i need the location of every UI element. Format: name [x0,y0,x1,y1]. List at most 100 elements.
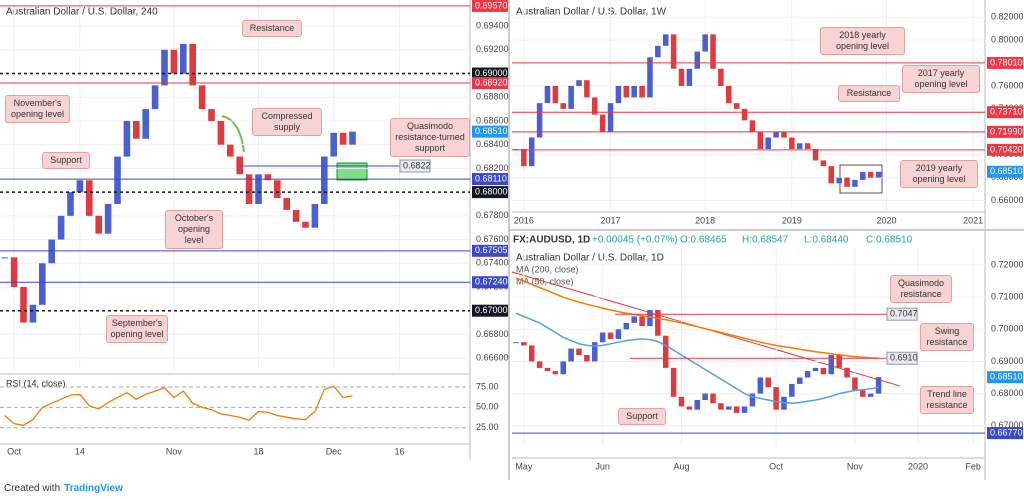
x-tick-label: 16 [394,446,404,456]
candle [789,383,795,397]
candle [607,103,614,132]
y-tick-label: 0.76000 [991,80,1024,90]
candle [330,132,337,157]
candle [236,156,243,175]
y-tick-label: 0.68600 [476,115,509,125]
annotation: Quasimodo resistance-turned support [390,118,470,157]
candle [560,361,567,375]
y-tick-label: 0.67600 [476,234,509,244]
ohlc-value: H:0.68547 [742,235,789,246]
candle [623,85,630,98]
candle [161,49,168,86]
candle [812,367,819,372]
x-tick-label: 14 [75,446,85,456]
charts: Australian Dollar / U.S. Dollar, 240 RSI… [0,0,1024,480]
rsi-label: RSI (14, close) [6,378,66,388]
annotation: Quasimodo resistance [890,275,952,303]
candle [189,43,196,86]
candle [592,342,598,362]
candle [860,171,866,180]
candle [576,348,582,356]
candle [292,209,300,222]
candle [552,371,559,375]
candle [789,137,795,149]
candle [757,131,764,149]
x-tick-label: 18 [253,446,263,456]
candle [670,367,677,397]
candle [245,174,253,204]
chart-title: Australian Dollar / U.S. Dollar, 1D [516,253,664,264]
candle [274,180,281,199]
candle [828,166,835,184]
candle [694,400,701,410]
chart-title: Australian Dollar / U.S. Dollar, 240 [6,7,158,18]
candle [568,85,574,109]
support-zone [336,162,368,181]
x-tick-label: 2020 [876,215,896,225]
candle [678,396,685,407]
candle [757,377,764,394]
change: +0.00045 (+0.07%) [592,235,678,246]
candle [302,221,309,228]
candle [804,143,811,149]
footer-brand: TradingView [64,483,123,494]
candle [820,160,827,167]
candle [647,57,653,98]
price-label-box [987,56,1023,69]
candle [749,120,756,132]
y-tick-label: 0.66800 [476,329,509,339]
candle [733,406,740,413]
price-label-box [987,165,1023,178]
candle [726,85,732,104]
y-tick-label: 0.71000 [991,292,1024,302]
candle [694,51,701,69]
candle [208,109,215,121]
candle [584,355,590,362]
candle [123,120,131,157]
x-tick-label: 2021 [963,215,983,225]
x-tick-label: 2018 [695,215,715,225]
candle [867,393,874,397]
candle [133,120,140,139]
price-label-box [987,143,1023,156]
y-tick-label: 0.68800 [476,92,509,102]
candle [607,332,614,339]
candle [836,177,842,184]
y-tick-label: 0.68400 [476,139,509,149]
candle [95,215,102,234]
price-label-box [472,304,508,317]
price-label: 0.68510 [990,372,1023,382]
candle [57,215,65,240]
candle [20,286,27,323]
price-label: 0.71990 [990,126,1023,136]
candle [741,406,748,413]
y-tick-label: 0.67800 [476,210,509,220]
x-tick-label: May [515,461,533,471]
ma-label: MA (50, close) [516,276,574,286]
price-label-box [472,0,508,12]
rsi-line [4,385,353,426]
moving-average [515,312,879,404]
x-tick-label: 2020 [908,461,928,471]
note-label: 0.6822 [403,160,431,170]
candle [812,148,819,161]
annotation: Trend line resistance [920,386,974,414]
chart-title: Australian Dollar / U.S. Dollar, 1W [516,7,667,18]
candle [662,34,669,46]
price-label-box [472,186,508,199]
price-label-box [472,77,508,90]
candle [255,174,262,204]
price-label-box [987,427,1023,440]
candle [349,131,356,145]
candle [718,68,724,86]
candle [836,355,842,368]
candle [670,34,677,69]
candle [264,174,272,181]
y-tick-label: 0.67400 [476,258,509,268]
y-tick-label: 0.68000 [991,388,1024,398]
candle [528,137,535,167]
annotation: 2017 yearly opening level [902,65,980,93]
candle [875,171,882,178]
candle [283,198,290,210]
y-tick-label: 0.68200 [476,163,509,173]
